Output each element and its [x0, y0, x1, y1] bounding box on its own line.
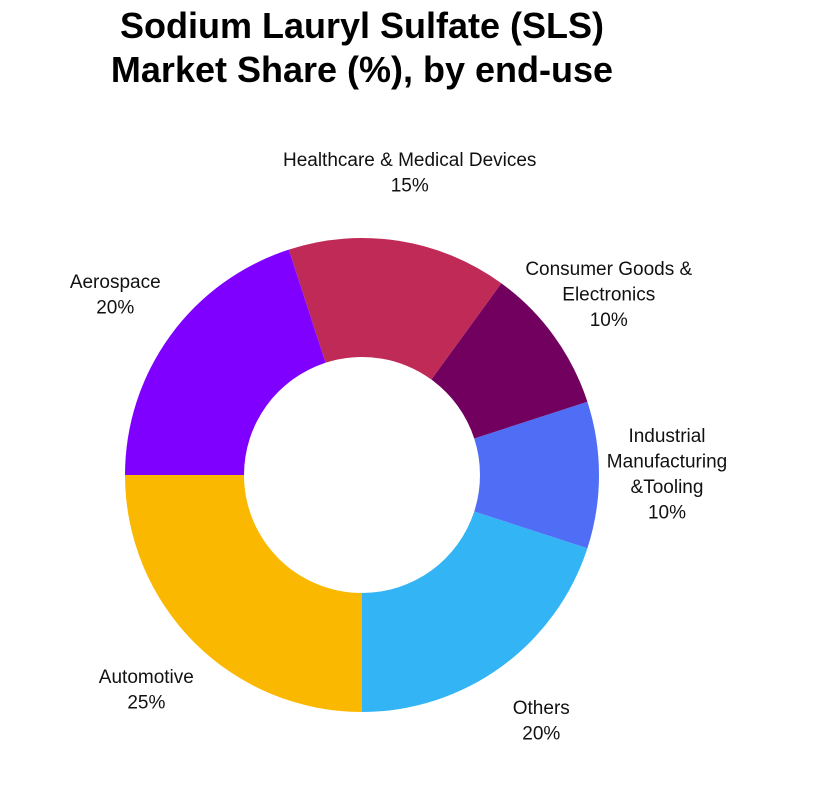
slice-label: Aerospace: [70, 272, 161, 293]
text-line: Electronics: [562, 285, 655, 306]
donut-slice: [474, 401, 599, 549]
value-label: 25%: [127, 692, 165, 713]
chart-title: Sodium Lauryl Sulfate (SLS) Market Share …: [111, 5, 613, 90]
text-line: Sodium Lauryl Sulfate (SLS): [120, 5, 604, 46]
value-label: 10%: [590, 310, 628, 331]
donut-slice: [362, 511, 588, 712]
text-line: &Tooling: [631, 477, 704, 498]
donut-slice: [431, 283, 588, 439]
text-line: Market Share (%), by end-use: [111, 49, 613, 90]
slice-label: Healthcare & Medical Devices: [283, 150, 536, 171]
text-line: Consumer Goods &: [525, 259, 692, 280]
text-line: Others: [513, 698, 570, 719]
slice-label: Industrial Manufacturing &Tooling: [607, 426, 727, 498]
value-label: 20%: [96, 297, 134, 318]
text-line: Aerospace: [70, 272, 161, 293]
text-line: Industrial: [628, 426, 705, 447]
donut-slice: [125, 475, 362, 712]
slice-label: Consumer Goods & Electronics: [525, 259, 692, 306]
slice-label: Automotive: [99, 667, 194, 688]
value-label: 15%: [391, 176, 429, 197]
donut-slice: [288, 238, 502, 380]
text-line: Manufacturing: [607, 451, 727, 472]
value-label: 20%: [522, 724, 560, 745]
donut-slice: [125, 249, 326, 475]
text-line: Automotive: [99, 667, 194, 688]
value-label: 10%: [648, 502, 686, 523]
text-line: Healthcare & Medical Devices: [283, 150, 536, 171]
slice-label: Others: [513, 698, 570, 719]
